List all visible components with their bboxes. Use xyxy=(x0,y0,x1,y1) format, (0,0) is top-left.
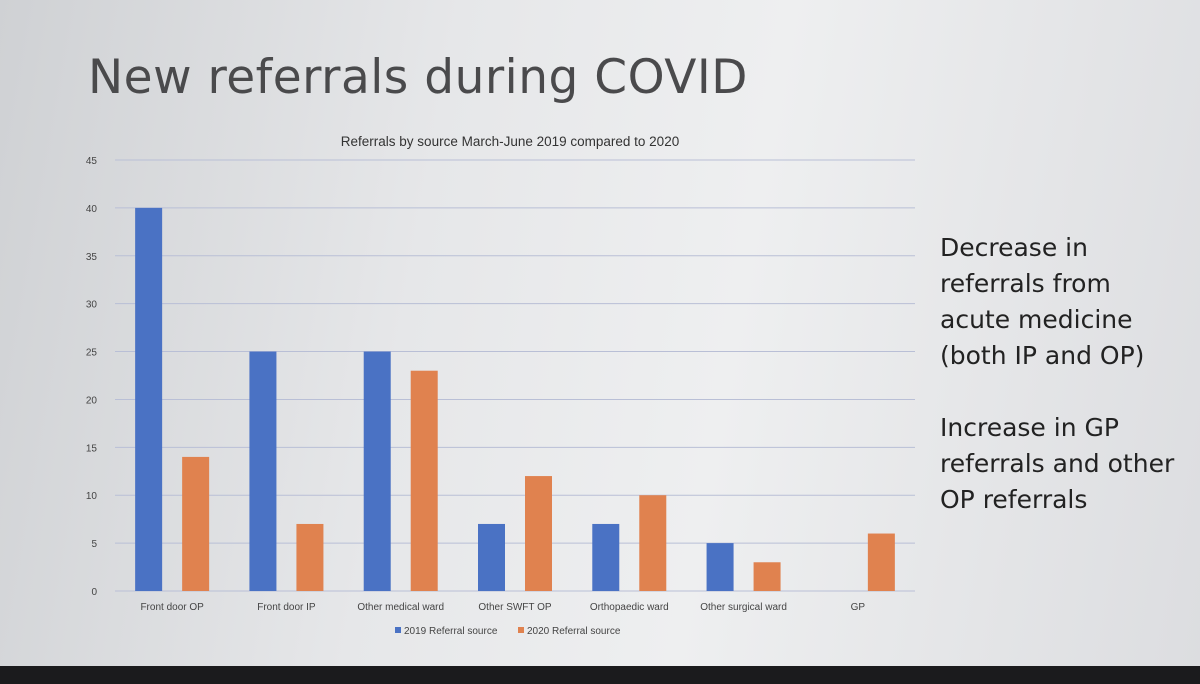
bar-2019 xyxy=(478,523,505,591)
y-tick-label: 30 xyxy=(86,300,98,311)
gridlines xyxy=(115,159,915,592)
bar-2019 xyxy=(249,351,277,591)
bar-2020 xyxy=(410,370,438,591)
x-axis-ticks: Front door OP Front door IP Other medical … xyxy=(140,602,865,613)
legend-label-2019: 2019 Referral source xyxy=(404,626,498,637)
bar-2020 xyxy=(182,456,210,591)
x-tick-label: GP xyxy=(851,602,866,613)
y-tick-label: 15 xyxy=(86,443,98,454)
legend: 2019 Referral source 2020 Referral source xyxy=(395,626,621,637)
legend-swatch-2020 xyxy=(518,627,524,633)
y-tick-label: 35 xyxy=(86,252,98,263)
y-tick-label: 10 xyxy=(86,491,98,502)
x-tick-label: Other medical ward xyxy=(357,602,444,613)
x-tick-label: Other surgical ward xyxy=(700,602,787,613)
y-tick-label: 20 xyxy=(86,395,98,406)
x-tick-label: Front door OP xyxy=(140,602,204,613)
bar-2020 xyxy=(525,476,552,591)
y-axis-ticks: 0 5 10 15 20 25 30 35 40 45 xyxy=(86,156,98,598)
bars xyxy=(135,207,895,591)
screen-bezel xyxy=(0,666,1200,684)
legend-label-2020: 2020 Referral source xyxy=(527,626,621,637)
x-tick-label: Other SWFT OP xyxy=(478,602,551,613)
y-tick-label: 5 xyxy=(91,539,97,550)
bar-2020 xyxy=(296,523,324,591)
bar-2019 xyxy=(363,351,391,591)
bar-2019 xyxy=(135,207,163,591)
y-tick-label: 45 xyxy=(86,156,98,167)
y-tick-label: 25 xyxy=(86,348,98,359)
bar-2020 xyxy=(753,562,781,591)
bar-2019 xyxy=(592,523,620,591)
bar-2019 xyxy=(706,543,734,591)
note-increase: Increase in GP referrals and other OP re… xyxy=(940,413,1175,514)
y-tick-label: 40 xyxy=(86,204,98,215)
bar-2020 xyxy=(867,533,895,591)
x-tick-label: Orthopaedic ward xyxy=(590,602,669,613)
y-tick-label: 0 xyxy=(91,587,97,598)
legend-swatch-2019 xyxy=(395,627,401,633)
note-decrease: Decrease in referrals from acute medicin… xyxy=(940,233,1145,370)
bar-2020 xyxy=(639,495,667,591)
chart-title: Referrals by source March-June 2019 comp… xyxy=(341,134,679,149)
slide-title: New referrals during COVID xyxy=(88,50,748,105)
x-tick-label: Front door IP xyxy=(257,602,316,613)
